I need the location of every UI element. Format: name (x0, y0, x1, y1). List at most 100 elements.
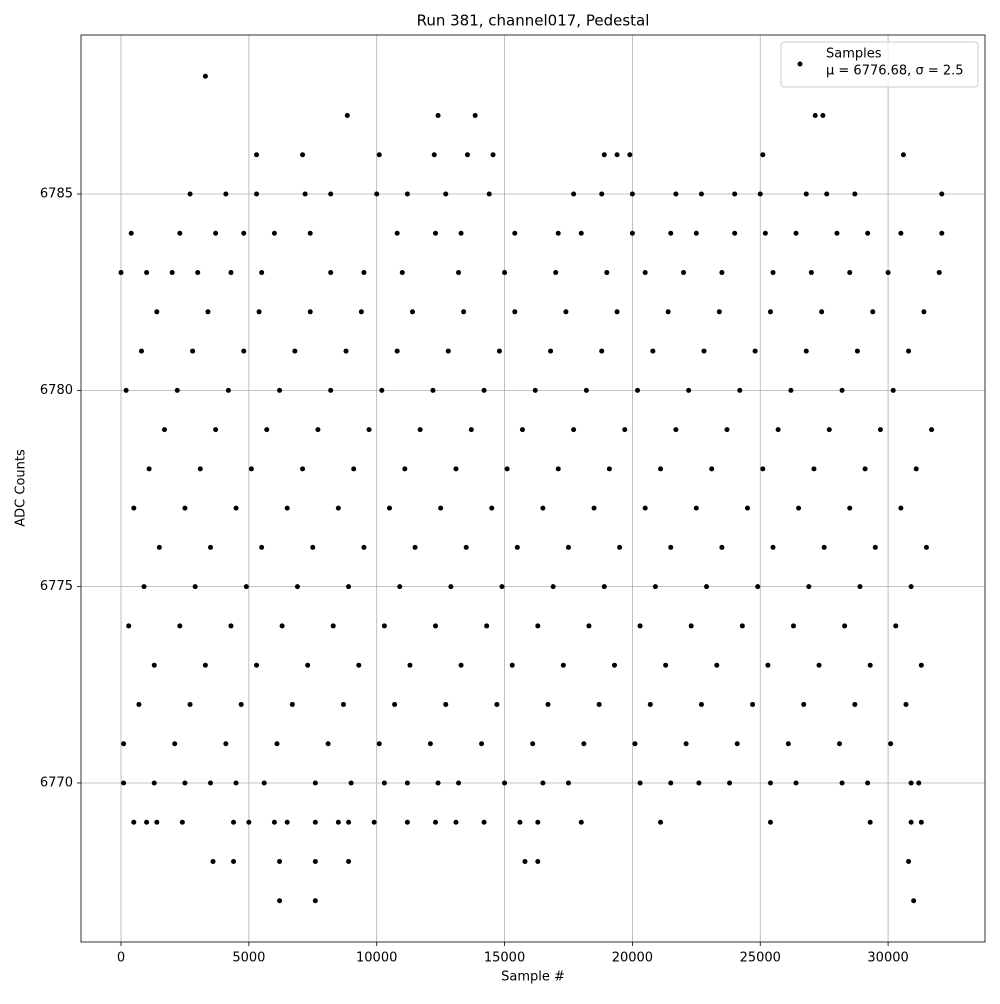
point (356, 662, 362, 668)
point (182, 505, 188, 511)
point (885, 270, 891, 276)
point (755, 584, 761, 590)
point (195, 270, 201, 276)
point (911, 898, 917, 904)
point (601, 152, 607, 158)
point (394, 230, 400, 236)
point (277, 898, 283, 904)
point (591, 505, 597, 511)
point (154, 309, 160, 315)
point (923, 544, 929, 550)
point (208, 780, 214, 786)
point (650, 348, 656, 354)
point (144, 270, 150, 276)
point (903, 701, 909, 707)
point (555, 466, 561, 472)
point (208, 544, 214, 550)
x-tick-label: 0 (117, 951, 125, 966)
point (254, 152, 260, 158)
point (824, 191, 830, 197)
point (274, 741, 280, 747)
point (716, 309, 722, 315)
point (231, 859, 237, 865)
point (673, 191, 679, 197)
x-tick-label: 10000 (356, 951, 397, 966)
point (374, 191, 380, 197)
point (918, 819, 924, 825)
point (279, 623, 285, 629)
point (202, 73, 208, 79)
point (790, 623, 796, 629)
point (312, 780, 318, 786)
point (404, 780, 410, 786)
point (312, 898, 318, 904)
point (560, 662, 566, 668)
point (839, 780, 845, 786)
point (128, 230, 134, 236)
point (228, 623, 234, 629)
point (627, 152, 633, 158)
point (256, 309, 262, 315)
point (402, 466, 408, 472)
point (522, 859, 528, 865)
point (606, 466, 612, 472)
point (361, 544, 367, 550)
point (417, 427, 423, 433)
point (936, 270, 942, 276)
point (138, 348, 144, 354)
point (161, 427, 167, 433)
legend-box (780, 41, 979, 88)
point (202, 662, 208, 668)
point (121, 780, 127, 786)
point (888, 741, 894, 747)
point (918, 662, 924, 668)
point (908, 819, 914, 825)
point (793, 230, 799, 236)
point (300, 152, 306, 158)
point (732, 230, 738, 236)
legend-marker (797, 61, 803, 67)
point (683, 741, 689, 747)
point (681, 270, 687, 276)
point (156, 544, 162, 550)
point (328, 270, 334, 276)
point (770, 270, 776, 276)
point (668, 544, 674, 550)
point (939, 230, 945, 236)
point (238, 701, 244, 707)
point (302, 191, 308, 197)
point (292, 348, 298, 354)
point (870, 309, 876, 315)
point (877, 427, 883, 433)
y-tick-label: 6785 (40, 187, 73, 202)
point (852, 701, 858, 707)
point (182, 780, 188, 786)
point (346, 584, 352, 590)
point (300, 466, 306, 472)
x-tick-label: 5000 (232, 951, 265, 966)
point (464, 152, 470, 158)
point (361, 270, 367, 276)
point (394, 348, 400, 354)
point (430, 387, 436, 393)
point (376, 152, 382, 158)
point (463, 544, 469, 550)
point (233, 780, 239, 786)
point (144, 819, 150, 825)
point (803, 191, 809, 197)
point (177, 230, 183, 236)
point (379, 387, 385, 393)
point (571, 427, 577, 433)
point (737, 387, 743, 393)
point (187, 701, 193, 707)
point (637, 780, 643, 786)
point (578, 230, 584, 236)
y-tick-label: 6775 (40, 579, 73, 594)
point (328, 191, 334, 197)
point (344, 112, 350, 118)
point (358, 309, 364, 315)
point (929, 427, 935, 433)
point (502, 270, 508, 276)
